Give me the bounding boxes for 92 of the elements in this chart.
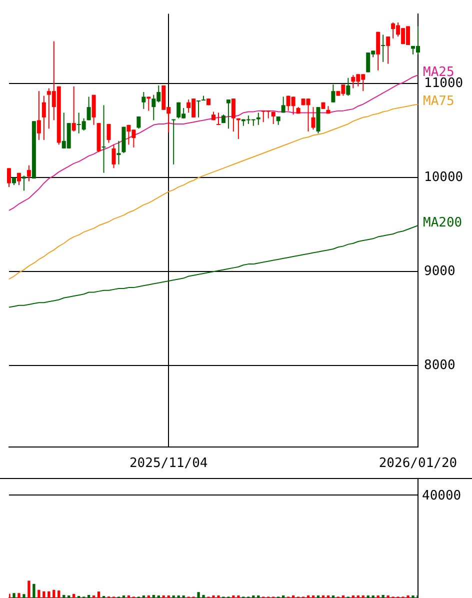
bar [342,595,345,598]
candlestick [226,99,230,130]
candlestick [136,116,141,130]
bar [237,595,240,598]
bar [326,595,330,598]
candlestick [271,111,276,124]
bar [38,590,40,598]
candlestick [172,118,176,165]
bar [312,595,315,598]
candlestick [386,36,390,64]
bar [18,593,20,598]
candlestick [72,86,76,132]
candlestick [42,95,46,140]
bar [306,595,310,598]
candlestick [256,112,260,126]
bar [162,595,165,598]
bar [197,592,200,598]
candlestick [26,164,31,182]
bar [232,595,235,598]
candlestick [216,112,220,126]
candlestick [16,172,21,186]
candlestick [142,92,146,110]
bar [282,595,285,598]
series-label: MA200 [423,215,462,230]
y-tick-label: 10000 [424,170,464,185]
bar [316,595,320,598]
bar [376,595,380,598]
candlestick [196,100,201,118]
bar [352,595,354,598]
bar [382,594,384,598]
bar [122,595,126,598]
bar [58,590,60,598]
bar [92,595,96,598]
series-label: MA75 [423,94,454,110]
bar [12,593,16,598]
bar [157,595,160,598]
candlestick [116,140,121,165]
bar [127,595,130,598]
bar [252,595,255,598]
candlestick [106,123,111,144]
bar [152,594,155,598]
candlestick [281,96,286,114]
candlestick [381,34,386,62]
bar [362,595,364,598]
candlestick [311,106,316,130]
bar [147,595,150,598]
candlestick [102,104,106,174]
candlestick [112,144,116,169]
candlestick [346,77,350,96]
bar [217,595,220,598]
bar [366,595,370,598]
bar [356,595,360,598]
candlestick [146,96,151,112]
y-tick-label: 8000 [424,358,456,373]
candlestick [376,31,380,71]
bar [372,595,374,598]
candlestick [231,98,236,132]
bar [62,594,66,598]
bar [28,580,30,598]
bar [97,592,100,598]
bar [202,594,205,598]
bar [72,594,76,598]
bar [332,595,335,598]
candlestick [7,168,11,188]
candlestick [86,96,91,121]
bar [386,595,390,598]
bar [42,591,46,598]
x-tick-label: 2025/11/04 [129,456,208,472]
bar [142,595,145,598]
candlestick [36,90,41,140]
text: 40000 [422,488,462,504]
bar [182,595,185,598]
bar [167,595,170,598]
bar [22,594,26,598]
bar [412,595,414,598]
bar [406,595,410,598]
candlestick [92,94,96,126]
bar [52,590,56,598]
bar [322,595,325,598]
candlestick [331,84,336,103]
bar [68,595,70,598]
bar [48,591,50,598]
x-tick-label: 2026/01/20 [378,456,458,472]
bar [172,595,175,598]
candlestick [22,175,26,192]
bar [257,595,260,598]
bar [177,595,180,598]
y-tick-label: 9000 [424,264,456,279]
bar [32,584,36,598]
bar [87,594,90,598]
bar [212,595,215,598]
bar [292,595,295,598]
